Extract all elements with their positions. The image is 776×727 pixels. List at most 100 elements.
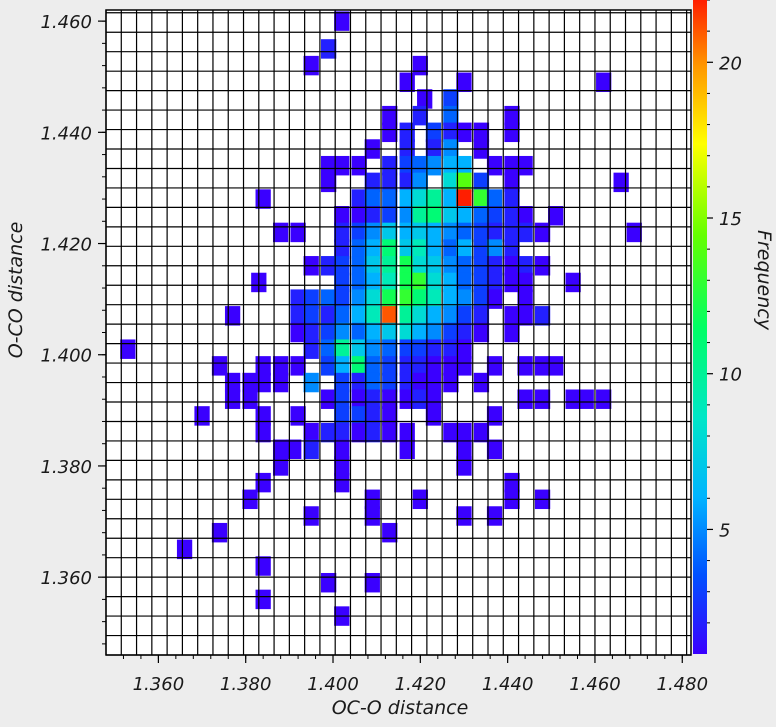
heatmap-cell: [351, 306, 367, 326]
cell-grid: [105, 10, 691, 656]
heatmap-cell: [425, 289, 442, 309]
heatmap-cell: [364, 406, 380, 426]
heatmap-cell: [321, 155, 337, 176]
heatmap-cell: [504, 239, 520, 259]
heatmap-cell: [286, 439, 302, 459]
heatmap-cell: [473, 222, 490, 243]
heatmap-cell: [211, 356, 228, 376]
heatmap-cell: [382, 522, 398, 543]
heatmap-cell: [334, 389, 350, 409]
heatmap-cell: [456, 72, 472, 93]
heatmap-cell: [504, 306, 520, 326]
heatmap-cell: [399, 239, 415, 259]
heatmap-cell: [412, 356, 428, 376]
heatmap-cell: [351, 322, 367, 343]
heatmap-cell: [486, 206, 503, 226]
heatmap-cell: [334, 239, 350, 259]
heatmap-cell: [303, 439, 319, 459]
heatmap-cell: [486, 222, 503, 243]
heatmap-cell: [382, 272, 398, 293]
heatmap-cell: [364, 306, 380, 326]
heatmap-cell: [456, 239, 472, 259]
heatmap-cell: [382, 306, 398, 326]
heatmap-cell: [290, 322, 306, 343]
heatmap-cell: [382, 356, 398, 376]
heatmap-cell: [596, 389, 612, 409]
heatmap-cell: [443, 105, 459, 126]
heatmap-cell: [382, 422, 398, 443]
heatmap-cell: [425, 122, 442, 143]
heatmap-cell: [351, 389, 367, 409]
heatmap-cell: [303, 289, 319, 309]
plot-area: [106, 10, 691, 655]
heatmap-cell: [412, 206, 428, 226]
heatmap-cell: [364, 572, 380, 593]
heatmap-cell: [399, 339, 415, 359]
heatmap-cell: [456, 155, 472, 176]
heatmap-cell: [456, 339, 472, 359]
heatmap-cell: [351, 289, 367, 309]
heatmap-cell: [443, 122, 459, 143]
heatmap-cell: [456, 189, 472, 209]
heatmap-cell: [565, 389, 581, 409]
heatmap-cell: [224, 389, 241, 409]
heatmap-cell: [303, 55, 319, 76]
heatmap-cell: [534, 306, 551, 326]
heatmap-cell: [290, 306, 306, 326]
heatmap-cell: [504, 472, 520, 493]
heatmap-cell: [517, 206, 533, 226]
heatmap-cell: [399, 155, 415, 176]
heatmap-cell: [382, 322, 398, 343]
heatmap-cell: [456, 222, 472, 243]
heatmap-cell: [364, 272, 380, 293]
heatmap-cell: [303, 422, 319, 443]
x-tick-label: 1.480: [657, 674, 709, 695]
heatmap-cell: [504, 105, 520, 126]
heatmap-cell: [425, 322, 442, 343]
heatmap-cell: [399, 322, 415, 343]
heatmap-cell: [473, 172, 490, 193]
heatmap-cell: [517, 306, 533, 326]
heatmap-cell: [517, 272, 533, 293]
heatmap-cell: [242, 389, 258, 409]
heatmap-cell: [412, 222, 428, 243]
heatmap-cell: [194, 406, 210, 426]
heatmap-cell: [517, 356, 533, 376]
heatmap-cell: [334, 439, 350, 459]
heatmap-cell: [364, 356, 380, 376]
heatmap-cell: [412, 55, 428, 76]
heatmap-cell: [517, 222, 533, 243]
heatmap-cell: [486, 289, 503, 309]
heatmap-cell: [382, 389, 398, 409]
heatmap-cell: [334, 289, 350, 309]
heatmap-cell: [303, 306, 319, 326]
colorbar: [693, 0, 707, 654]
colorbar-tick-label: 10: [719, 365, 742, 386]
y-axis: 1.360 1.380 1.400 1.420 1.440 1.460: [40, 12, 106, 645]
heatmap-cell: [486, 439, 503, 459]
heatmap-cell: [425, 339, 442, 359]
x-axis: 1.360 1.380 1.400 1.420 1.440 1.460 1.480: [122, 655, 709, 695]
heatmap-cell: [456, 439, 472, 459]
heatmap-cell: [351, 155, 367, 176]
heatmap-cell: [425, 189, 442, 209]
heatmap-cell: [321, 356, 337, 376]
colorbar-tick-label: 20: [719, 53, 742, 74]
heatmap-cell: [364, 422, 380, 443]
heatmap-cell: [321, 322, 337, 343]
heatmap-cell: [255, 556, 271, 576]
heatmap-cell: [211, 522, 228, 543]
heatmap-cell: [473, 239, 490, 259]
heatmap-cell: [534, 356, 551, 376]
heatmap-cell: [473, 189, 490, 209]
heatmap-cell: [351, 406, 367, 426]
heatmap-cell: [364, 222, 380, 243]
heatmap-cell: [443, 272, 459, 293]
heatmap-cell: [351, 239, 367, 259]
heatmap-cell: [486, 406, 503, 426]
heatmap-cell: [303, 322, 319, 343]
heatmap-cell: [504, 206, 520, 226]
heatmap-cell: [255, 589, 271, 610]
heatmap-cell: [456, 122, 472, 143]
